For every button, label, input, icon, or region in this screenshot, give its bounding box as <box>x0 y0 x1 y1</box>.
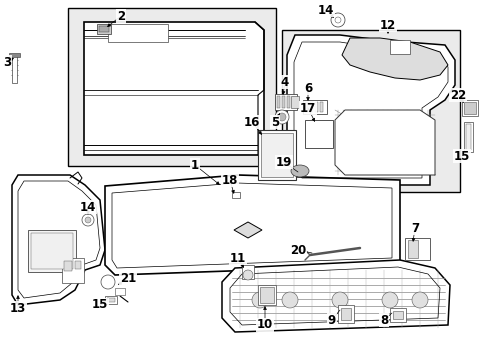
Circle shape <box>82 214 94 226</box>
Circle shape <box>331 292 347 308</box>
Bar <box>64 261 72 271</box>
Text: 6: 6 <box>303 81 311 95</box>
Bar <box>97 24 111 34</box>
Bar <box>392 311 402 319</box>
Bar <box>68 8 275 166</box>
Bar <box>389 40 409 54</box>
Text: 14: 14 <box>317 4 333 17</box>
Circle shape <box>274 110 288 124</box>
Polygon shape <box>84 22 264 155</box>
Text: 2: 2 <box>117 9 125 23</box>
Circle shape <box>101 275 115 289</box>
Polygon shape <box>222 260 449 332</box>
Circle shape <box>282 292 297 308</box>
Bar <box>314 102 317 112</box>
Polygon shape <box>12 175 105 305</box>
Bar <box>62 258 84 283</box>
Bar <box>260 287 273 303</box>
Text: 7: 7 <box>410 221 418 234</box>
Text: 22: 22 <box>449 89 465 102</box>
Text: 9: 9 <box>327 314 335 327</box>
Text: 13: 13 <box>10 302 26 315</box>
Circle shape <box>381 292 397 308</box>
Text: 15: 15 <box>92 298 108 311</box>
Text: 20: 20 <box>289 243 305 256</box>
Text: 14: 14 <box>80 201 96 213</box>
Bar <box>75 261 81 269</box>
Bar <box>258 130 295 180</box>
Ellipse shape <box>290 165 308 177</box>
Bar <box>404 238 429 260</box>
Polygon shape <box>334 110 434 175</box>
Bar <box>305 102 307 112</box>
Bar <box>286 96 289 108</box>
Circle shape <box>330 13 345 27</box>
Text: 18: 18 <box>222 174 238 186</box>
Bar <box>12 55 17 83</box>
Bar <box>28 230 76 272</box>
Bar <box>337 305 353 323</box>
Circle shape <box>85 217 91 223</box>
Circle shape <box>251 292 267 308</box>
Circle shape <box>278 113 285 121</box>
Text: 10: 10 <box>256 319 273 332</box>
Bar <box>115 288 125 295</box>
Text: 16: 16 <box>244 116 260 129</box>
Text: 3: 3 <box>3 55 11 68</box>
Bar <box>465 124 470 150</box>
Text: 5: 5 <box>270 116 279 129</box>
Bar <box>282 96 285 108</box>
Circle shape <box>243 270 252 280</box>
Bar <box>274 94 296 110</box>
Text: 17: 17 <box>299 102 315 114</box>
Polygon shape <box>105 175 399 275</box>
Circle shape <box>334 17 340 23</box>
Bar <box>105 296 117 304</box>
Bar <box>389 308 405 322</box>
Polygon shape <box>286 35 454 185</box>
Text: 19: 19 <box>275 156 292 168</box>
Polygon shape <box>341 38 447 80</box>
Bar <box>9 53 20 57</box>
Text: 12: 12 <box>379 18 395 32</box>
Polygon shape <box>234 222 262 238</box>
Bar <box>107 298 115 302</box>
Bar <box>108 24 168 42</box>
Bar <box>231 192 240 198</box>
Bar <box>258 285 275 305</box>
Bar <box>99 26 109 32</box>
Text: 1: 1 <box>190 158 199 171</box>
Bar <box>407 240 417 258</box>
Bar <box>319 102 323 112</box>
Bar <box>276 96 280 108</box>
Bar <box>261 133 292 177</box>
Bar <box>309 102 312 112</box>
Text: 11: 11 <box>229 252 245 265</box>
Bar <box>282 30 459 192</box>
Bar <box>463 102 475 114</box>
Text: 15: 15 <box>453 149 469 162</box>
Bar <box>303 100 326 114</box>
Text: 21: 21 <box>120 271 136 284</box>
Bar <box>242 265 253 279</box>
Bar <box>340 308 350 320</box>
Text: 4: 4 <box>280 76 288 89</box>
Bar <box>290 96 298 108</box>
Bar <box>305 120 332 148</box>
Bar <box>461 100 477 116</box>
Bar <box>31 233 73 269</box>
Circle shape <box>411 292 427 308</box>
Bar <box>463 122 472 152</box>
Text: 8: 8 <box>379 314 387 327</box>
